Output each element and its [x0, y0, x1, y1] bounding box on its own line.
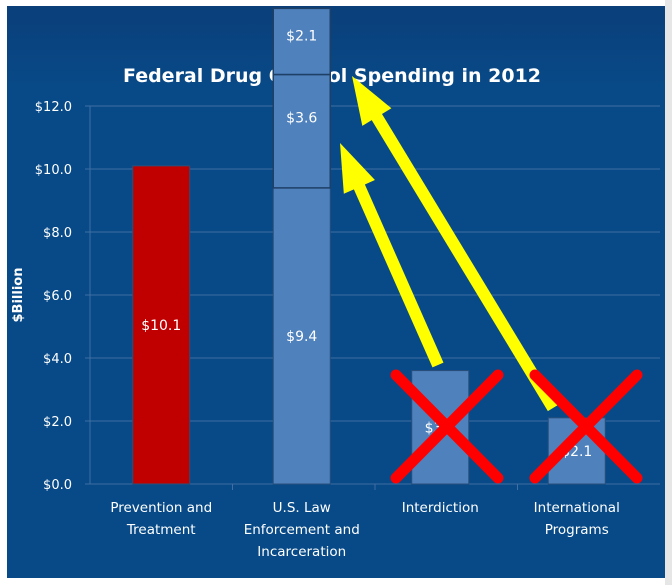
y-tick-label: $8.0: [43, 226, 72, 241]
category-label: Incarceration: [257, 544, 346, 560]
category-label: Interdiction: [402, 500, 479, 516]
chart-background: [7, 6, 665, 578]
y-tick-label: $2.0: [43, 415, 72, 430]
category-label: Prevention and: [110, 500, 212, 516]
yellow-arrow: [340, 143, 444, 368]
bar: [132, 165, 191, 485]
stacked-bar-value-label: $3.6: [286, 110, 317, 126]
category-label: International: [534, 500, 620, 516]
bar-value-label: $9.4: [286, 329, 317, 345]
y-axis-label: $Billion: [11, 268, 26, 323]
category-label: Enforcement and: [244, 522, 360, 538]
yellow-arrow: [352, 76, 559, 412]
stacked-bar-segment: [272, 7, 331, 76]
y-tick-label: $4.0: [43, 352, 72, 367]
chart-title: Federal Drug Control Spending in 2012: [123, 65, 541, 87]
category-label: U.S. Law: [273, 500, 331, 516]
bar-value-label: $10.1: [141, 318, 181, 334]
stacked-bar-value-label: $2.1: [286, 28, 317, 44]
y-tick-label: $12.0: [35, 100, 72, 115]
y-tick-label: $10.0: [35, 163, 72, 178]
y-tick-label: $0.0: [43, 478, 72, 493]
stacked-bar-segment: [272, 73, 331, 189]
red-cross-stroke: [390, 369, 504, 484]
bar: [272, 187, 331, 485]
category-label: Treatment: [126, 522, 196, 538]
category-label: Programs: [545, 522, 609, 538]
y-tick-label: $6.0: [43, 289, 72, 304]
red-cross-stroke: [529, 369, 643, 484]
